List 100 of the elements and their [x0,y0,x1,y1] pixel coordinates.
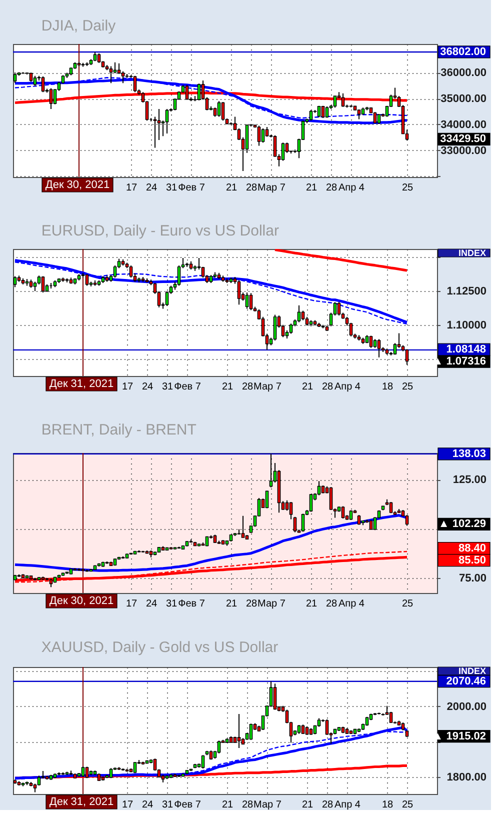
candlestick [113,264,117,278]
candlestick [281,142,285,162]
x-tick-label: 18 [382,382,394,392]
line-series [274,249,408,272]
candlestick [289,501,293,520]
candlestick [197,83,201,101]
x-tick-label: Апр 4 [334,800,361,810]
x-tick-label: Дек 31, 2021 [49,796,114,808]
chart-title: EURUSD, Daily - Euro vs US Dollar [41,222,279,240]
annotation: ▲ 102.29 [438,518,486,530]
ref-line-label: 36802.00 [440,46,486,58]
ref-line-label: 138.03 [452,448,486,460]
y-tick-label: 88.40 [458,542,486,554]
candlestick [41,276,45,294]
candlestick [157,108,161,140]
x-tick-label: 31 [162,382,174,392]
candlestick [37,775,41,786]
candlestick [285,500,289,512]
candlestick [265,490,269,509]
candlestick [41,76,45,93]
candlestick [109,66,113,84]
text: INDEX [458,666,486,676]
candlestick [245,292,249,310]
candlestick [369,520,373,530]
candlestick [333,96,337,108]
x-tick-label: 18 [382,800,394,810]
x-tick-label: 28 [246,598,258,610]
y-tick-label: 125.00 [452,474,486,486]
candlestick [389,711,393,724]
x-tick-label: 25 [402,182,414,194]
candlestick [273,134,277,158]
x-tick-label: 24 [142,382,154,392]
y-tick-label: 1.10000 [446,319,486,332]
candlestick [121,70,125,84]
x-tick-label: Дек 31, 2021 [49,378,114,390]
candlestick [49,88,53,110]
x-tick-label: 28 [246,182,258,194]
candlestick [217,100,221,118]
x-tick-label: Дек 30, 2021 [49,595,114,607]
y-tick-label: 85.50 [458,554,486,566]
candlestick [289,323,293,334]
candlestick [301,310,305,321]
ref-line-label: 1.08148 [446,344,486,356]
candlestick [325,718,329,736]
y-tick-label: 33429.50 [440,133,486,146]
candlestick [33,75,37,87]
x-tick-label: 28 [322,800,334,810]
candlestick [217,740,221,754]
candlestick [377,114,381,124]
candlestick [341,506,345,519]
x-tick-label: Мар 7 [254,800,282,810]
chart-title: BRENT, Daily - BRENT [41,422,196,439]
candlestick [321,105,325,119]
x-tick-label: Дек 30, 2021 [45,179,110,191]
x-tick-label: 25 [402,598,414,610]
candlestick [317,480,321,496]
x-tick-label: 17 [126,598,138,610]
x-tick-label: Апр 4 [338,182,365,194]
candlestick [405,514,409,526]
candlestick [309,494,313,512]
x-tick-label: Фев 7 [174,800,202,810]
candlestick [301,724,305,734]
x-tick-label: 17 [122,800,134,810]
candlestick [13,72,17,84]
candlestick [377,338,381,358]
x-tick-label: 21 [306,182,318,194]
x-tick-label: Мар 7 [258,598,286,610]
y-tick-label: 1.12500 [446,286,486,298]
candlestick [349,510,353,521]
candlestick [249,292,253,311]
x-tick-label: 17 [122,382,134,392]
candlestick [357,514,361,526]
candlestick [249,723,253,740]
candlestick [153,116,157,148]
x-tick-label: 25 [402,800,414,810]
candlestick [349,322,353,337]
x-tick-label: Фев 7 [174,382,202,392]
x-tick-label: 28 [326,182,338,194]
candlestick [201,754,205,770]
x-tick-label: Фев 7 [178,182,206,194]
x-tick-label: 21 [222,800,234,810]
candlestick [221,101,225,122]
candlestick [293,516,297,533]
x-tick-label: 28 [242,800,254,810]
x-tick-label: 21 [306,598,318,610]
line-series [14,514,408,572]
y-tick-label: 34000.00 [440,118,486,131]
x-tick-label: 28 [326,598,338,610]
y-tick-label: 1800.00 [446,772,486,784]
x-tick-label: 21 [302,800,314,810]
candlestick [341,92,345,108]
candlestick [301,513,305,532]
candlestick [329,486,333,511]
y-tick-label: 2000.00 [446,700,486,713]
x-tick-label: 17 [126,182,138,194]
candlestick [117,62,121,75]
y-tick-label: 35000.00 [440,93,486,106]
candlestick [129,264,133,278]
x-tick-label: Апр 4 [338,598,365,610]
candlestick [261,128,265,144]
